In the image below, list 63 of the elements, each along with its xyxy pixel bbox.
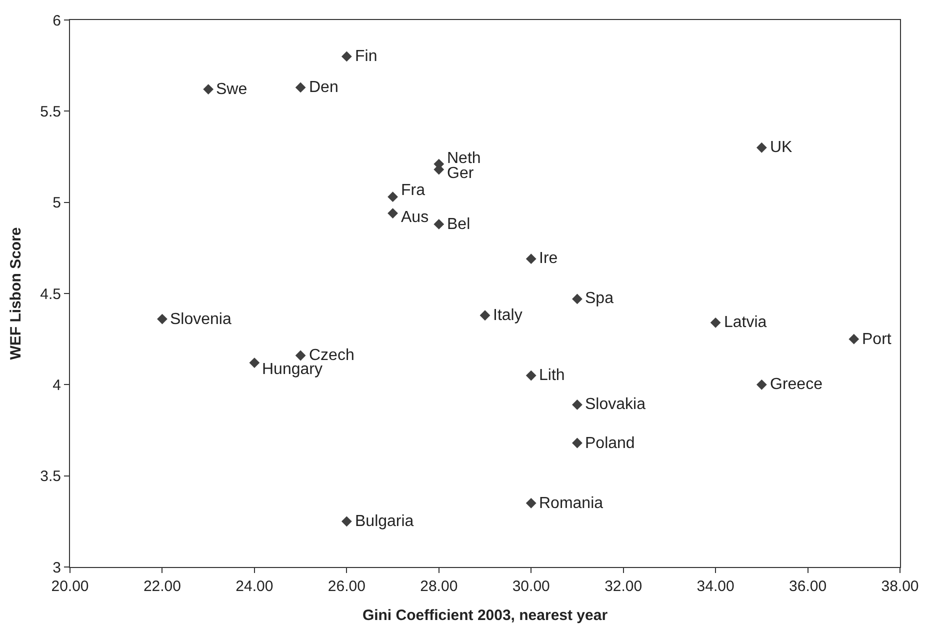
annotation: Ger — [447, 165, 474, 182]
annotation: Port — [862, 331, 892, 348]
x-tick-label: 34.00 — [696, 578, 734, 595]
x-tick-label: 24.00 — [236, 578, 274, 595]
y-tick-label: 6 — [52, 12, 61, 30]
annotation: Bel — [447, 216, 470, 233]
annotation: Fin — [355, 48, 378, 65]
annotation: Slovenia — [170, 311, 232, 328]
annotation: Czech — [309, 347, 354, 364]
point — [526, 370, 536, 381]
annotation: Swe — [216, 81, 248, 98]
x-axis-title: Gini Coefficient 2003, nearest year — [362, 607, 608, 624]
annotation: Greece — [770, 376, 823, 393]
annotation: Neth — [447, 150, 481, 167]
point — [756, 142, 767, 153]
y-tick-label: 5 — [52, 194, 61, 212]
annotation: Bulgaria — [355, 513, 414, 530]
annotation: Ire — [539, 250, 558, 267]
y-tick-label: 3 — [52, 559, 61, 576]
point — [756, 379, 767, 390]
x-tick-label: 26.00 — [328, 578, 366, 595]
point — [434, 219, 444, 230]
point — [572, 294, 582, 304]
annotation: Poland — [585, 435, 635, 452]
point — [480, 310, 490, 321]
x-tick-label: 28.00 — [420, 578, 458, 595]
point — [526, 254, 536, 264]
point — [249, 358, 260, 368]
point — [203, 84, 214, 94]
point — [572, 438, 582, 448]
point — [157, 314, 168, 324]
point — [388, 208, 398, 218]
point — [295, 82, 306, 93]
annotation: UK — [770, 139, 793, 156]
point — [388, 192, 398, 202]
x-tick-label: 38.00 — [881, 578, 919, 595]
annotation: Hungary — [262, 361, 322, 378]
point — [710, 317, 721, 328]
x-tick-label: 30.00 — [512, 578, 550, 595]
x-tick-label: 22.00 — [143, 578, 181, 595]
point — [341, 51, 352, 62]
annotation: Spa — [585, 290, 614, 307]
annotation: Fra — [401, 182, 426, 199]
y-tick-label: 5.5 — [40, 103, 61, 120]
annotation: Den — [309, 79, 338, 96]
annotation: Lith — [539, 367, 565, 384]
annotation: Italy — [493, 307, 522, 324]
y-tick-label: 3.5 — [40, 468, 61, 486]
point — [526, 498, 536, 508]
annotation: Latvia — [724, 314, 767, 331]
point — [572, 400, 582, 410]
x-tick-label: 32.00 — [604, 578, 642, 595]
annotation: Aus — [401, 209, 429, 226]
y-tick-label: 4 — [52, 376, 61, 394]
y-axis-title: WEF Lisbon Score — [7, 227, 24, 360]
annotation: Romania — [539, 495, 604, 512]
x-tick-label: 36.00 — [789, 578, 827, 595]
point — [848, 334, 860, 344]
annotation: Slovakia — [585, 396, 646, 413]
point — [341, 516, 352, 527]
x-tick-label: 20.00 — [51, 578, 89, 595]
point — [295, 350, 306, 361]
y-tick-label: 4.5 — [40, 286, 61, 303]
